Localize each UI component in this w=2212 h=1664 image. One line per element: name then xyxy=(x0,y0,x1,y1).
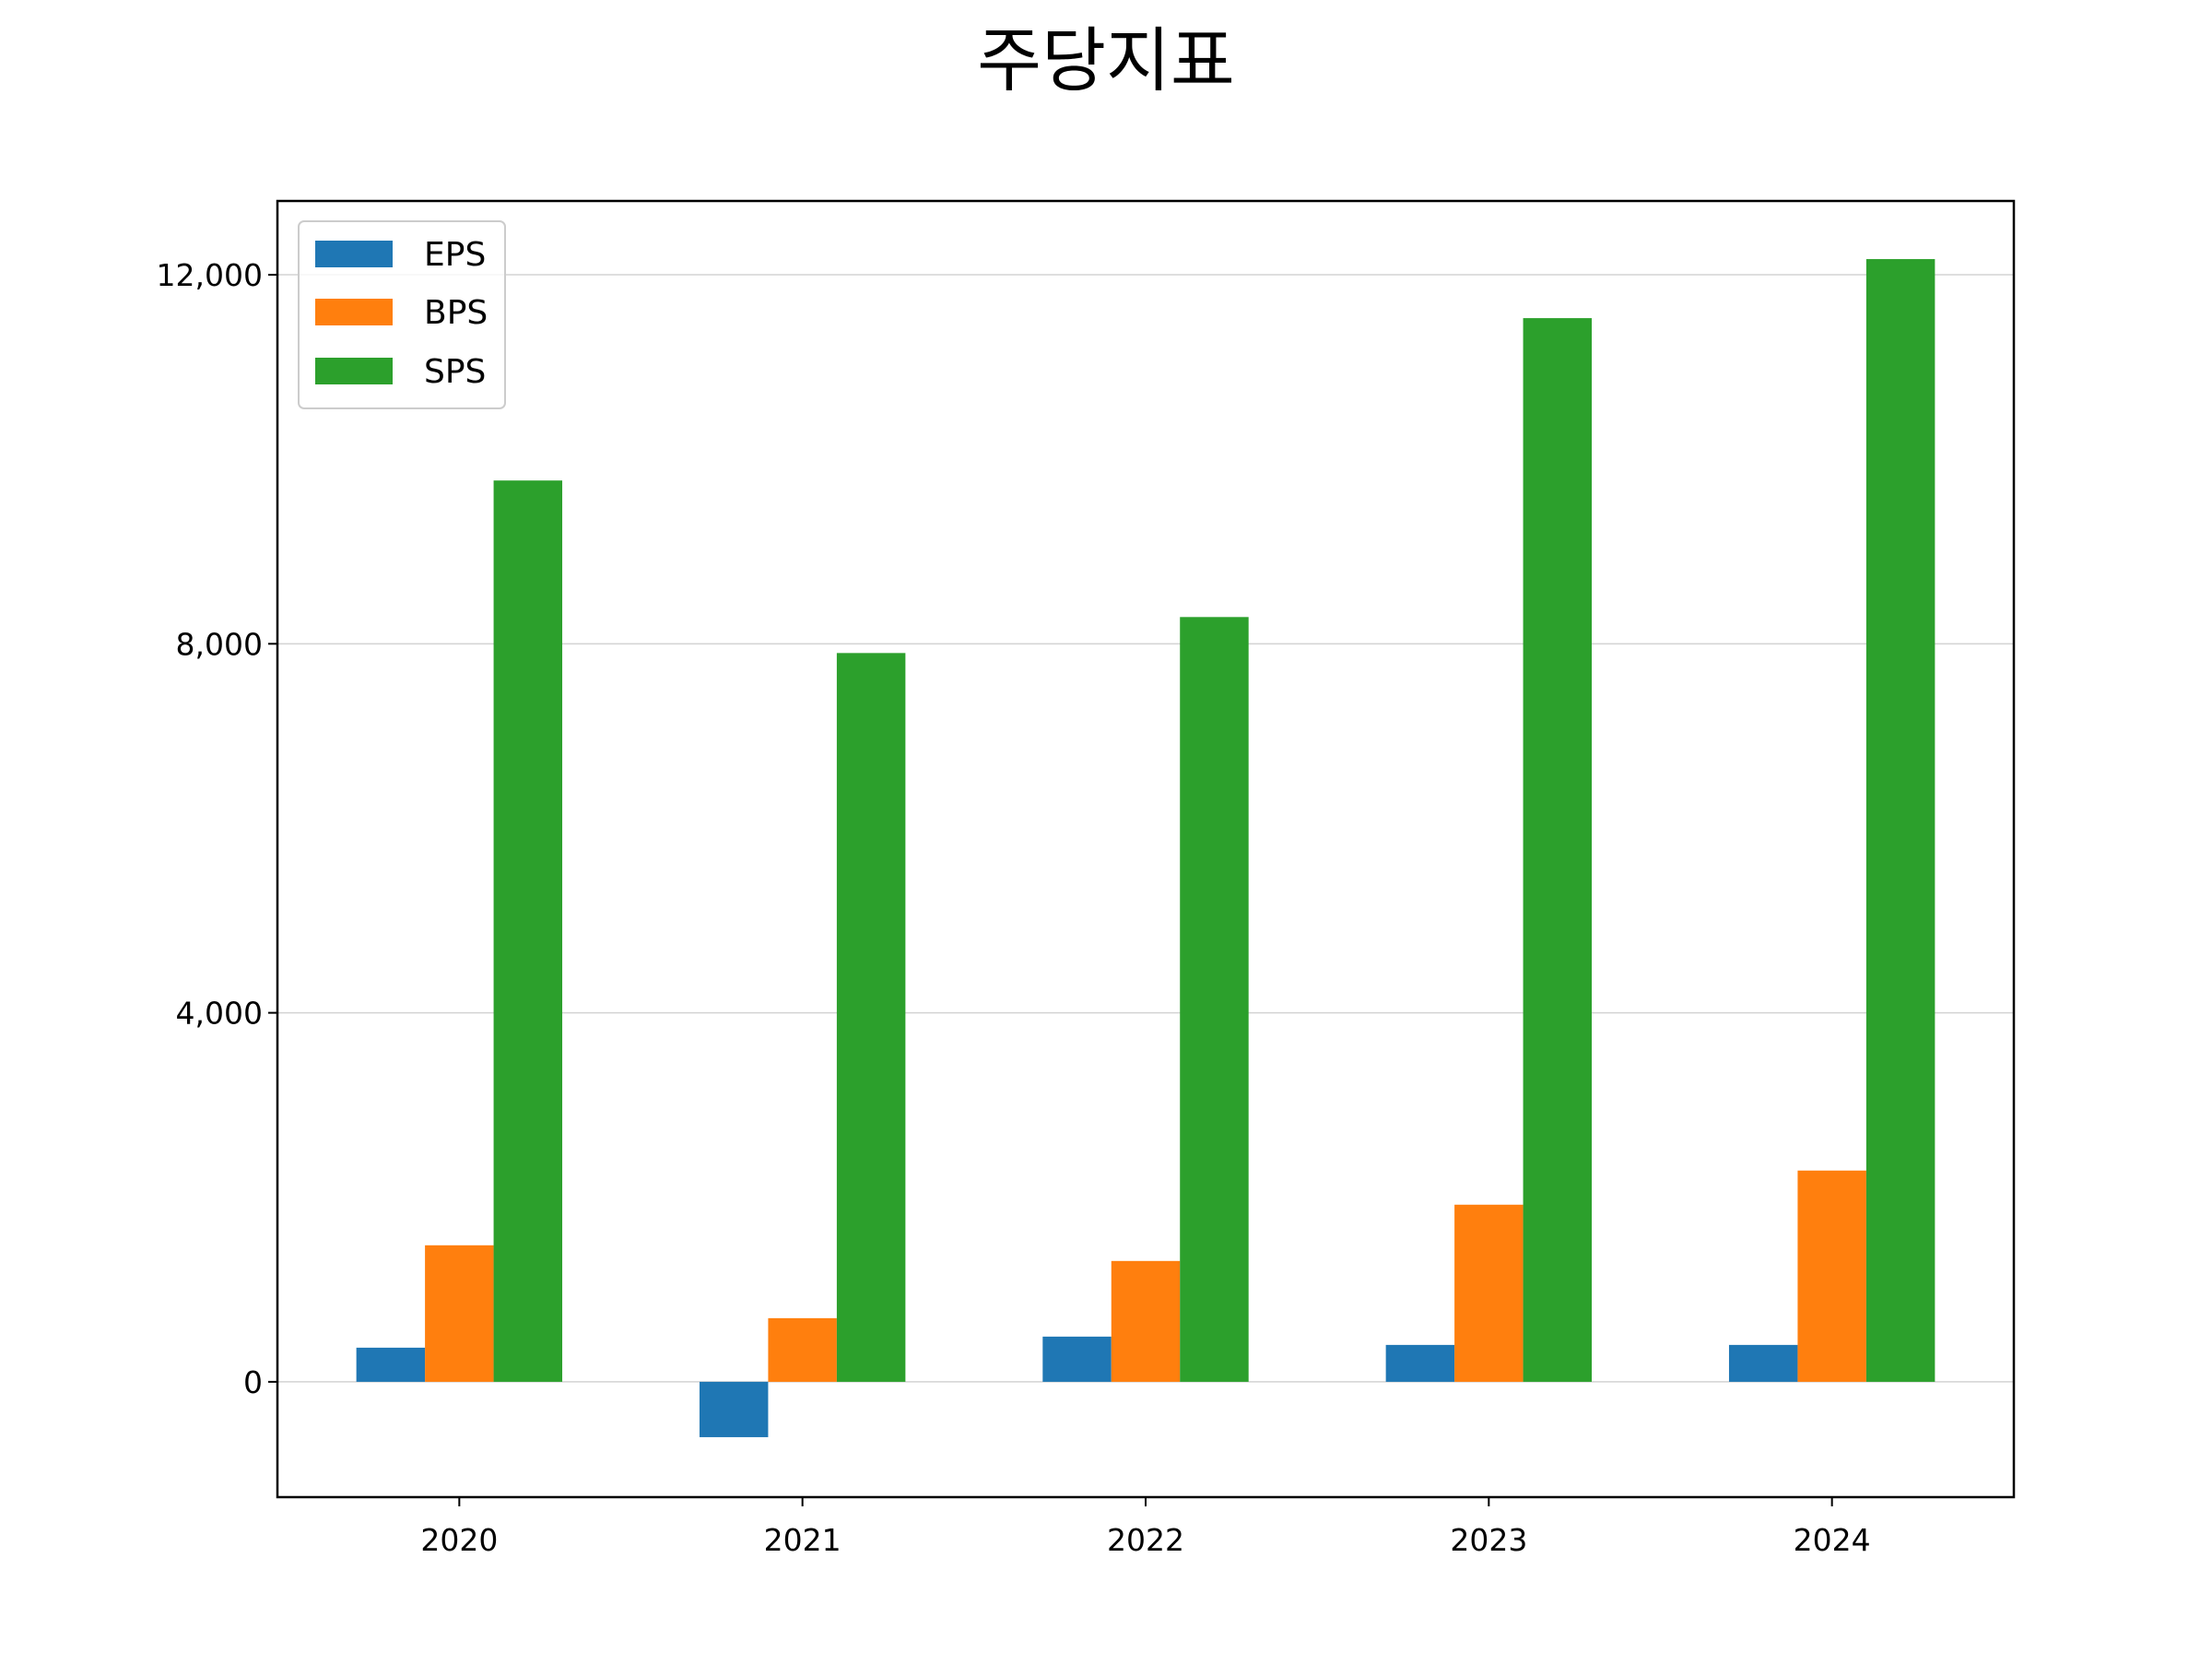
x-axis: 2020 2021 2022 2023 2024 xyxy=(420,1497,1871,1558)
bar-bps-2023 xyxy=(1454,1204,1524,1382)
legend: EPS BPS SPS xyxy=(298,220,506,409)
bar-bps-2024 xyxy=(1797,1170,1866,1382)
legend-swatch-bps xyxy=(315,299,393,325)
bar-eps-2021 xyxy=(699,1381,769,1437)
x-tick-label: 2020 xyxy=(420,1522,498,1558)
bar-sps-2022 xyxy=(1180,617,1249,1382)
legend-label-sps: SPS xyxy=(424,353,486,391)
bar-eps-2020 xyxy=(356,1347,426,1382)
y-tick-label: 0 xyxy=(243,1364,263,1400)
bar-eps-2024 xyxy=(1728,1344,1798,1382)
bar-eps-2023 xyxy=(1385,1344,1455,1382)
bar-eps-2022 xyxy=(1042,1336,1112,1382)
bars xyxy=(356,259,1936,1437)
x-tick-label: 2022 xyxy=(1107,1522,1184,1558)
bar-sps-2023 xyxy=(1523,318,1593,1382)
legend-swatch-eps xyxy=(315,241,393,267)
bar-sps-2021 xyxy=(836,653,906,1382)
y-axis: 0 4,000 8,000 12,000 xyxy=(157,257,277,1400)
legend-label-bps: BPS xyxy=(424,294,488,332)
bar-sps-2020 xyxy=(493,480,563,1382)
legend-label-eps: EPS xyxy=(424,236,486,274)
y-tick-label: 8,000 xyxy=(176,626,263,662)
x-tick-label: 2024 xyxy=(1794,1522,1871,1558)
y-tick-label: 4,000 xyxy=(176,996,263,1032)
chart-title: 주당지표 xyxy=(977,19,1235,101)
x-tick-label: 2021 xyxy=(764,1522,841,1558)
bar-bps-2021 xyxy=(768,1317,837,1382)
y-tick-label: 12,000 xyxy=(157,257,263,293)
bar-sps-2024 xyxy=(1865,259,1936,1382)
bar-bps-2020 xyxy=(425,1245,494,1382)
x-tick-label: 2023 xyxy=(1450,1522,1527,1558)
bar-bps-2022 xyxy=(1111,1260,1181,1382)
legend-swatch-sps xyxy=(315,358,393,384)
